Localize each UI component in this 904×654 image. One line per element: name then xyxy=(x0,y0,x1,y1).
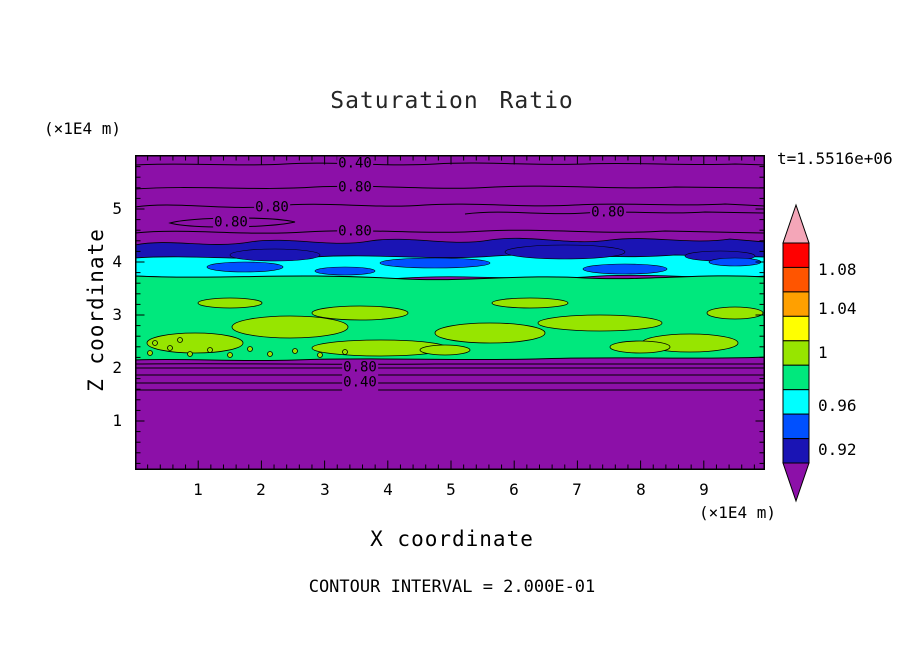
colorbar-tick-label: 1.04 xyxy=(818,299,857,318)
colorbar-tick-label: 1.08 xyxy=(818,260,857,279)
lower-contour-lines xyxy=(135,363,765,391)
colorbar-tick-label: 0.92 xyxy=(818,440,857,459)
y-axis-unit-label: (×1E4 m) xyxy=(44,119,122,138)
contour-line-label: 0.40 xyxy=(342,374,378,391)
x-tick-label: 2 xyxy=(256,480,266,499)
y-tick-label: 4 xyxy=(112,252,122,271)
colorbar-segment xyxy=(782,364,810,391)
contour-line-label: 0.80 xyxy=(337,223,373,240)
x-axis-title: X coordinate xyxy=(370,527,534,551)
colorbar-segment xyxy=(782,291,810,317)
colorbar-tick-label: 0.96 xyxy=(818,396,857,415)
colorbar-tick-label: 1 xyxy=(818,343,828,362)
contour-interval-note: CONTOUR INTERVAL = 2.000E-01 xyxy=(308,577,596,597)
y-tick-label: 2 xyxy=(112,358,122,377)
contour-field-svg xyxy=(135,155,765,470)
time-annotation: t=1.5516e+06 xyxy=(777,149,893,168)
blue-patches xyxy=(206,257,762,276)
y-tick-label: 5 xyxy=(112,199,122,218)
colorbar xyxy=(782,203,810,503)
x-tick-label: 5 xyxy=(446,480,456,499)
colorbar-segment xyxy=(782,266,810,293)
plot-frame xyxy=(135,155,765,470)
contour-line-label: 0.40 xyxy=(337,155,373,172)
x-tick-label: 7 xyxy=(572,480,582,499)
x-tick-label: 1 xyxy=(193,480,203,499)
colorbar-segment xyxy=(782,389,810,415)
x-axis-unit-label: (×1E4 m) xyxy=(698,503,776,522)
colorbar-segment xyxy=(782,413,810,440)
x-tick-label: 6 xyxy=(509,480,519,499)
colorbar-top-arrow xyxy=(782,203,810,244)
plot-area: 0.40 0.80 0.80 0.80 0.80 0.80 0.80 0.40 xyxy=(135,155,765,470)
x-tick-label: 9 xyxy=(699,480,709,499)
axis-ticks xyxy=(136,156,764,469)
chart-title: Saturation Ratio xyxy=(330,88,574,114)
contour-line-label: 0.80 xyxy=(342,359,378,376)
x-tick-label: 4 xyxy=(383,480,393,499)
contour-line-label: 0.80 xyxy=(337,179,373,196)
x-tick-label: 3 xyxy=(320,480,330,499)
colorbar-bottom-arrow xyxy=(782,462,810,503)
green-yellow-patches xyxy=(146,297,764,358)
colorbar-segment xyxy=(782,438,810,464)
contour-line-label: 0.80 xyxy=(590,204,626,221)
contour-line-label: 0.80 xyxy=(254,199,290,216)
green-band xyxy=(135,275,765,362)
colorbar-segment xyxy=(782,242,810,268)
contour-line-label: 0.80 xyxy=(213,214,249,231)
x-tick-label: 8 xyxy=(636,480,646,499)
y-tick-label: 3 xyxy=(112,305,122,324)
colorbar-segment xyxy=(782,315,810,342)
y-tick-label: 1 xyxy=(112,411,122,430)
colorbar-segment xyxy=(782,340,810,366)
